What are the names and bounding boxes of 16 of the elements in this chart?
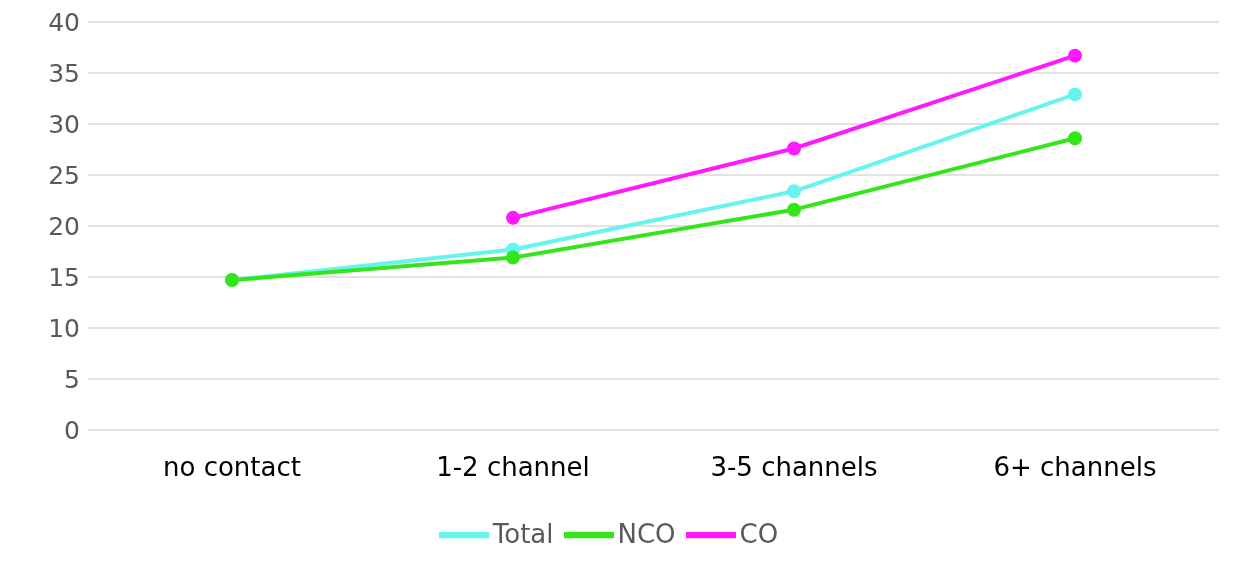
y-tick-label: 5 bbox=[64, 364, 80, 394]
y-tick-label: 0 bbox=[64, 415, 80, 445]
x-tick-label: 6+ channels bbox=[993, 452, 1157, 483]
x-tick-label: no contact bbox=[163, 452, 301, 483]
y-tick-label: 35 bbox=[48, 58, 80, 88]
y-tick-label: 40 bbox=[48, 7, 80, 37]
y-tick-label: 15 bbox=[48, 262, 80, 292]
legend-label: CO bbox=[739, 518, 779, 549]
legend-label: Total bbox=[492, 518, 554, 549]
y-tick-label: 20 bbox=[48, 211, 80, 241]
x-tick-label: 1-2 channel bbox=[436, 452, 590, 483]
y-tick-label: 10 bbox=[48, 313, 80, 343]
y-tick-label: 25 bbox=[48, 160, 80, 190]
legend-label: NCO bbox=[617, 518, 676, 549]
x-tick-label: 3-5 channels bbox=[710, 452, 878, 483]
y-tick-label: 30 bbox=[48, 109, 80, 139]
